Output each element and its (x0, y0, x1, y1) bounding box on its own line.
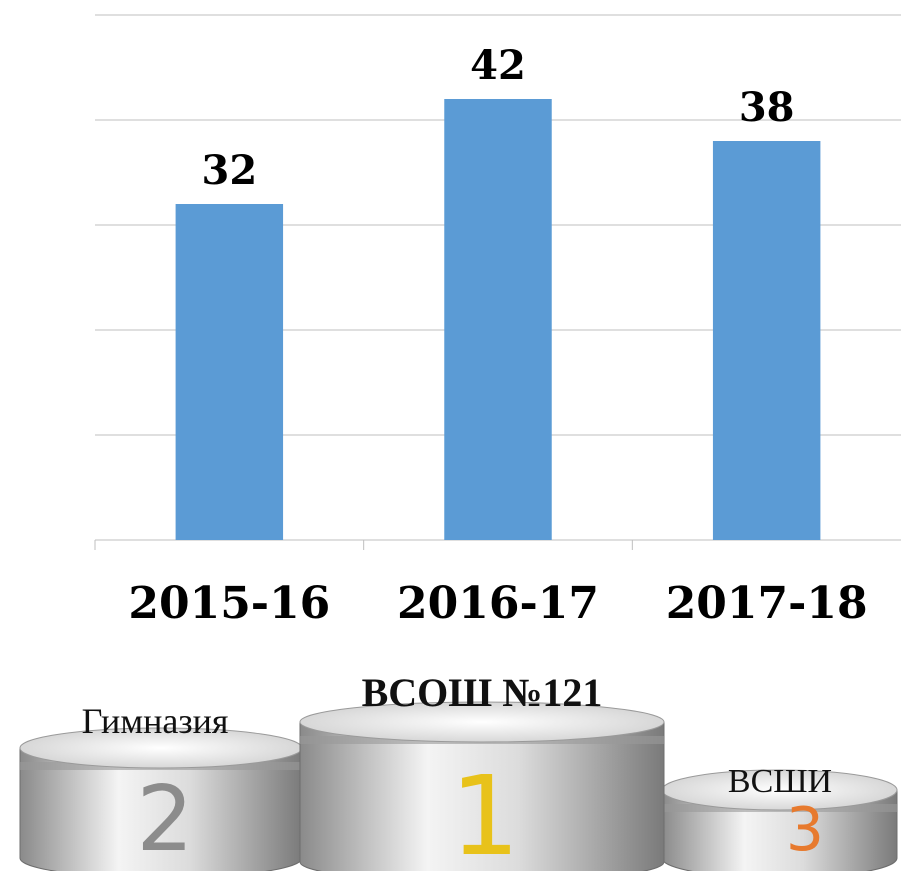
podium-place: 1 (450, 752, 520, 871)
x-tick-label: 2016-17 (397, 578, 599, 629)
bar (712, 141, 821, 540)
data-label: 32 (201, 147, 257, 194)
podium-label: Гимназия (82, 701, 229, 741)
bar (175, 204, 284, 540)
data-label: 38 (739, 84, 795, 131)
podium-label: ВСШИ (728, 763, 832, 800)
podium-side (19, 747, 303, 871)
podium-label: ВСОШ №121 (362, 670, 603, 715)
data-label: 42 (470, 42, 526, 89)
podium-place: 2 (136, 767, 193, 871)
x-tick-label: 2017-18 (666, 578, 868, 629)
x-tick-label: 2015-16 (128, 578, 330, 629)
bar (444, 99, 552, 540)
podium-place: 3 (786, 795, 824, 865)
podium-top (299, 701, 665, 743)
